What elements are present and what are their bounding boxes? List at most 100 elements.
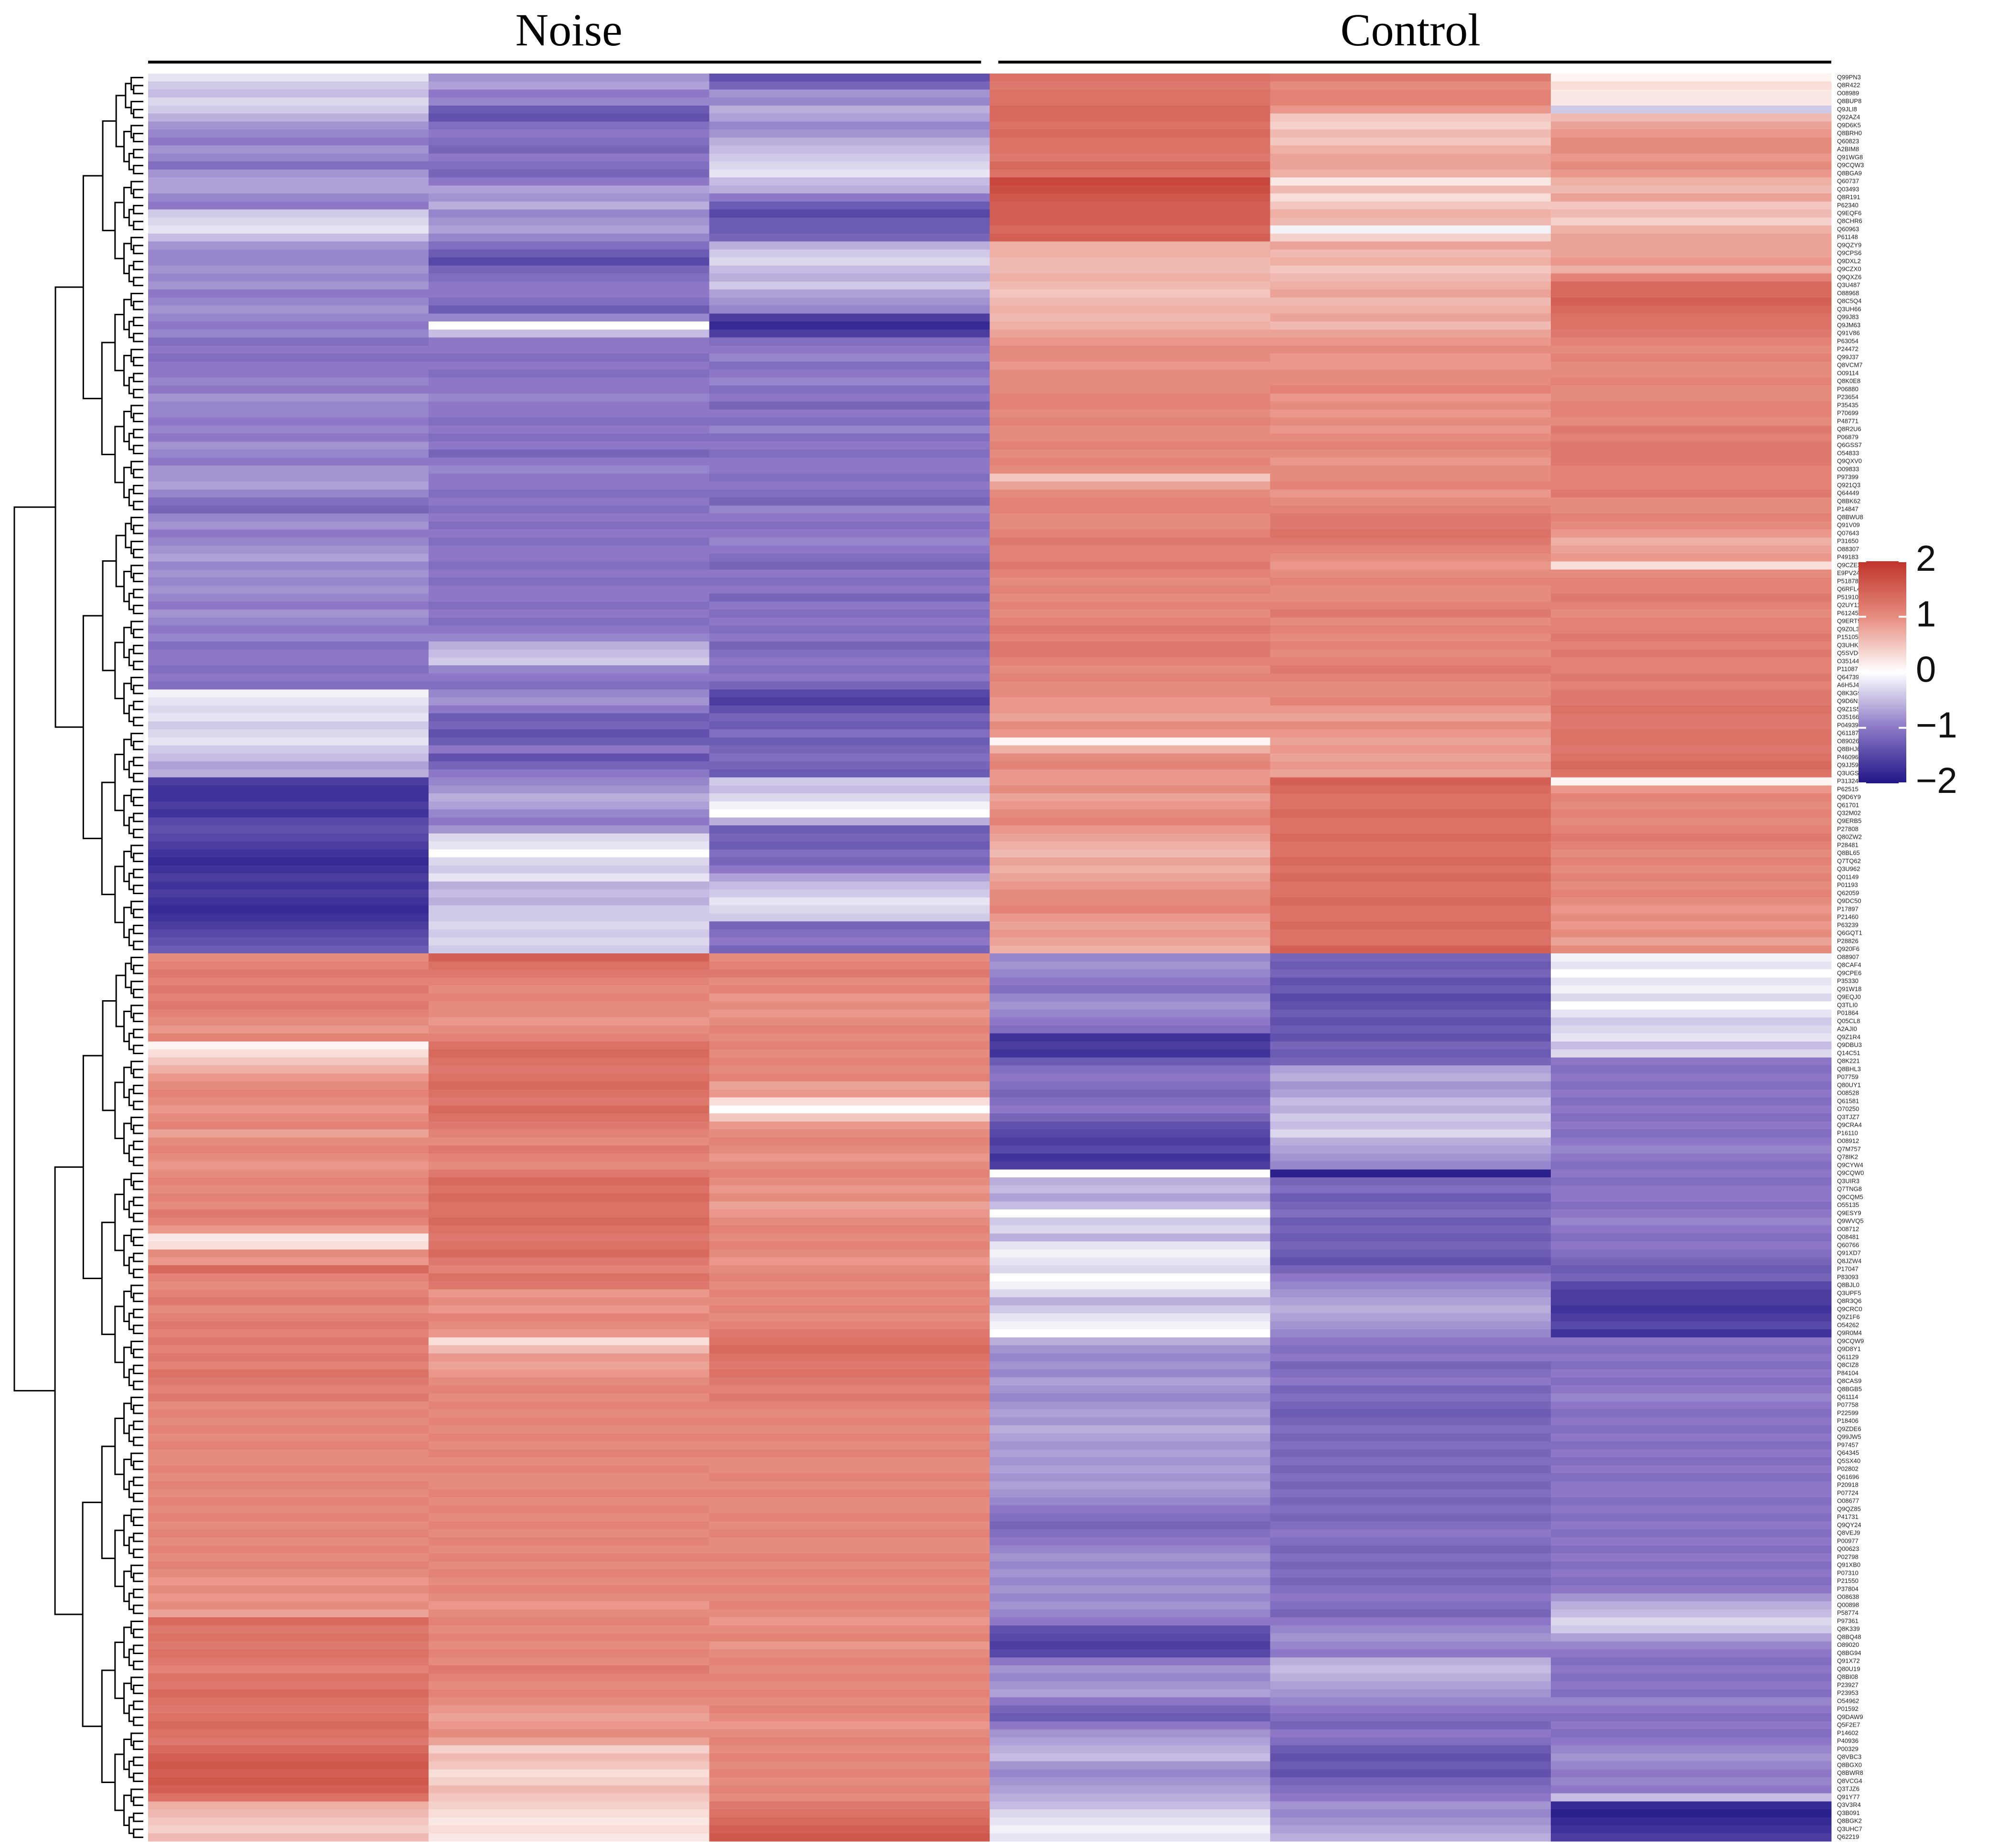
heat-cell: [709, 1473, 990, 1482]
heat-cell: [1550, 1601, 1832, 1610]
heat-cell: [429, 361, 709, 370]
dendrogram-branch: [102, 120, 117, 232]
dendrogram-branch: [133, 988, 143, 998]
heat-cell: [1550, 1353, 1832, 1362]
heat-cell: [709, 401, 990, 410]
heat-cell: [429, 1713, 709, 1722]
heat-cell: [148, 313, 429, 322]
heat-cell: [148, 1209, 429, 1218]
row-label: P06880: [1837, 385, 1859, 393]
heat-cell: [1270, 937, 1551, 946]
heat-cell: [989, 1785, 1271, 1794]
dendrogram-branch: [128, 816, 134, 834]
heat-cell: [1550, 409, 1832, 418]
heat-cell: [1550, 753, 1832, 762]
row-label: Q9ZDE6: [1837, 1425, 1861, 1432]
heat-cell: [1270, 1161, 1551, 1170]
heat-cell: [989, 74, 1271, 82]
dendrogram-branch: [114, 1641, 124, 1699]
heat-cell: [989, 681, 1271, 690]
row-label: P11087: [1837, 665, 1858, 673]
dendrogram-branch: [128, 1368, 134, 1386]
heat-cell: [709, 1081, 990, 1090]
heat-cell: [1550, 1777, 1832, 1786]
heat-cell: [989, 185, 1271, 194]
heat-cell: [1550, 489, 1832, 498]
heat-cell: [1550, 1393, 1832, 1402]
heat-cell: [429, 345, 709, 354]
heat-cell: [989, 505, 1271, 514]
heat-cell: [709, 1697, 990, 1706]
heat-cell: [1270, 961, 1551, 970]
heat-cell: [709, 881, 990, 890]
heat-cell: [709, 481, 990, 490]
heat-cell: [1550, 1665, 1832, 1674]
heat-cell: [989, 169, 1271, 178]
heat-cell: [709, 1105, 990, 1114]
dendrogram-branch: [133, 1532, 143, 1542]
heat-cell: [429, 1257, 709, 1266]
dendrogram-branch: [133, 1293, 143, 1303]
row-label: Q01149: [1837, 873, 1859, 880]
dendrogram-branch: [133, 1365, 143, 1374]
heat-cell: [1550, 1089, 1832, 1098]
dendrogram-branch: [115, 95, 126, 148]
heat-cell: [989, 1401, 1271, 1410]
heat-cell: [429, 713, 709, 722]
heat-cell: [1270, 217, 1551, 226]
heat-cell: [989, 1537, 1271, 1546]
row-label: P97361: [1837, 1617, 1859, 1624]
heat-cell: [989, 1241, 1271, 1250]
heat-cell: [709, 529, 990, 538]
row-label: Q9R0M4: [1837, 1329, 1862, 1336]
heat-cell: [429, 337, 709, 346]
heat-cell: [148, 1129, 429, 1138]
heat-cell: [709, 521, 990, 530]
heat-cell: [1270, 1377, 1551, 1386]
heat-cell: [148, 129, 429, 138]
heat-cell: [1550, 145, 1832, 154]
heat-cell: [989, 785, 1271, 794]
heat-cell: [148, 1273, 429, 1282]
heat-cell: [1550, 1681, 1832, 1690]
heat-cell: [709, 1561, 990, 1570]
row-label: Q920F6: [1837, 945, 1859, 952]
heat-cell: [148, 1449, 429, 1458]
row-label: Q78IK2: [1837, 1154, 1858, 1161]
heat-cell: [1550, 353, 1832, 362]
dendrogram-branch: [114, 1305, 124, 1363]
heat-cell: [989, 569, 1271, 578]
heat-cell: [989, 225, 1271, 234]
heat-cell: [429, 1457, 709, 1466]
heat-cell: [1550, 561, 1832, 570]
dendrogram-branch: [133, 1461, 143, 1470]
row-label: Q8R3Q6: [1837, 1297, 1861, 1304]
dendrogram-branch: [133, 1237, 143, 1246]
row-label: P37804: [1837, 1585, 1859, 1592]
heat-cell: [1270, 913, 1551, 922]
heat-cell: [429, 1017, 709, 1026]
heat-cell: [989, 761, 1271, 770]
heat-cell: [1270, 1737, 1551, 1746]
heat-cell: [709, 1457, 990, 1466]
heat-cell: [1550, 553, 1832, 562]
heat-cell: [989, 1217, 1271, 1226]
heat-cell: [148, 369, 429, 378]
heat-cell: [429, 649, 709, 658]
dendrogram-branch: [123, 299, 131, 331]
heat-cell: [429, 1665, 709, 1674]
row-label: P41731: [1837, 1513, 1859, 1520]
heat-cell: [1270, 409, 1551, 418]
heat-cell: [709, 1713, 990, 1722]
heat-cell: [989, 1321, 1271, 1330]
row-label: Q91W18: [1837, 985, 1861, 993]
heat-cell: [709, 1313, 990, 1322]
heat-cell: [989, 865, 1271, 874]
heat-cell: [1270, 641, 1551, 650]
heat-cell: [989, 1465, 1271, 1474]
heat-cell: [429, 505, 709, 514]
heat-cell: [989, 1249, 1271, 1258]
heat-cell: [1550, 1537, 1832, 1546]
heat-cell: [148, 961, 429, 970]
heat-cell: [148, 161, 429, 170]
